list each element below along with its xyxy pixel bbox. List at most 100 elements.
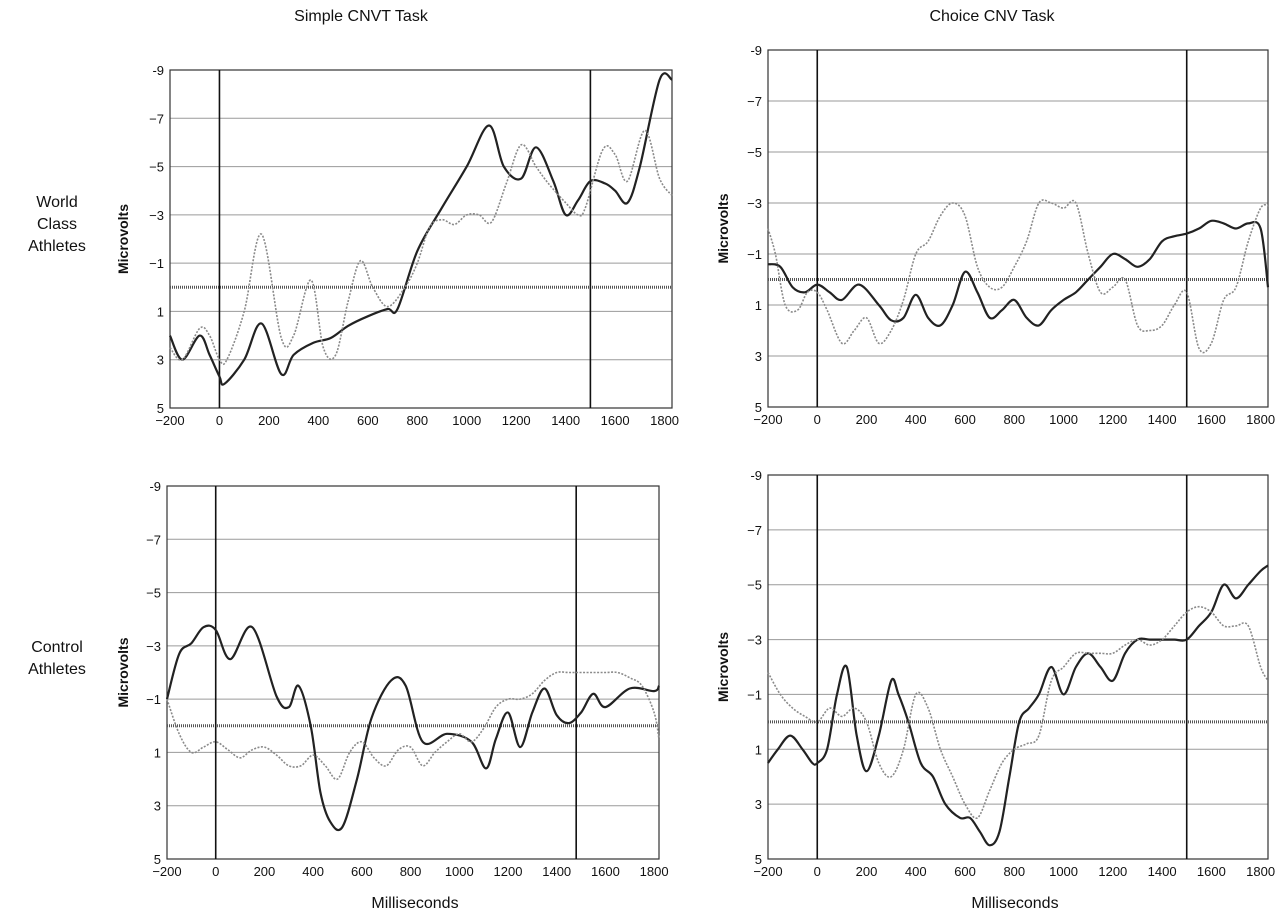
- x-tick-label: 1000: [1049, 864, 1078, 879]
- x-tick-label: 1600: [1197, 864, 1226, 879]
- y-axis-title: Microvolts: [115, 637, 131, 707]
- panel-2: -9 −7 −5 −3 −1 1 3 5−200 0 200 400 600 800 1000 1200 14…: [115, 479, 669, 879]
- y-tick-label: 5: [154, 852, 161, 867]
- row-label-line: Athletes: [28, 661, 86, 678]
- x-tick-label: 1400: [542, 864, 571, 879]
- row-label-line: Control: [31, 639, 83, 656]
- column-title-choice: Choice CNV Task: [929, 8, 1055, 25]
- y-tick-label: 3: [157, 353, 164, 368]
- x-tick-label: 800: [1003, 864, 1025, 879]
- y-tick-label: −5: [747, 145, 762, 160]
- x-tick-label: 800: [1003, 412, 1025, 427]
- x-tick-label: 1200: [502, 413, 531, 428]
- y-tick-label: -9: [149, 479, 161, 494]
- x-tick-label: 600: [357, 413, 379, 428]
- y-tick-label: 3: [755, 797, 762, 812]
- y-tick-label: −5: [747, 578, 762, 593]
- y-axis-title: Microvolts: [715, 632, 731, 702]
- y-tick-label: 3: [755, 349, 762, 364]
- x-tick-label: 600: [351, 864, 373, 879]
- x-tick-label: 0: [212, 864, 219, 879]
- series-line-dotted: [166, 671, 660, 781]
- x-tick-label: 400: [302, 864, 324, 879]
- y-tick-label: −3: [146, 639, 161, 654]
- y-tick-label: -9: [750, 43, 762, 58]
- row-label-line: Athletes: [28, 238, 86, 255]
- plot-frame: [767, 49, 1269, 408]
- y-tick-label: −7: [149, 111, 164, 126]
- x-tick-label: 600: [954, 864, 976, 879]
- x-tick-label: −200: [753, 412, 782, 427]
- x-tick-label: 200: [856, 864, 878, 879]
- y-tick-label: 5: [755, 400, 762, 415]
- x-tick-label: 1200: [494, 864, 523, 879]
- x-tick-label: 1400: [1148, 864, 1177, 879]
- series-line-dotted: [767, 605, 1269, 820]
- y-tick-label: 1: [157, 304, 164, 319]
- y-tick-label: −1: [747, 247, 762, 262]
- y-tick-label: −7: [747, 523, 762, 538]
- y-tick-label: −3: [747, 196, 762, 211]
- y-tick-label: 1: [755, 298, 762, 313]
- y-tick-label: 1: [755, 742, 762, 757]
- y-tick-label: −3: [747, 633, 762, 648]
- x-tick-label: 600: [954, 412, 976, 427]
- y-axis-title: Microvolts: [715, 193, 731, 263]
- column-title-simple: Simple CNVT Task: [294, 8, 428, 25]
- x-tick-label: 1600: [601, 413, 630, 428]
- x-tick-label: 800: [406, 413, 428, 428]
- plot-frame: [767, 474, 1269, 860]
- plot-frame: [166, 485, 660, 860]
- x-tick-label: 1000: [452, 413, 481, 428]
- panel-0: -9 −7 −5 −3 −1 1 3 5−200 0 200 400 600 800 1000 1200 14…: [115, 63, 679, 428]
- y-axis-title: Microvolts: [115, 204, 131, 274]
- y-tick-label: 1: [154, 745, 161, 760]
- x-tick-label: 1000: [445, 864, 474, 879]
- series-line-solid: [767, 564, 1269, 847]
- x-tick-label: 1600: [1197, 412, 1226, 427]
- series-line-dotted: [169, 129, 673, 366]
- row-label-line: World: [36, 194, 78, 211]
- y-tick-label: −5: [149, 160, 164, 175]
- row-label-world-class: World Class Athletes: [2, 192, 112, 258]
- x-tick-label: 400: [905, 412, 927, 427]
- x-tick-label: −200: [155, 413, 184, 428]
- x-axis-label-left: Milliseconds: [371, 895, 459, 912]
- x-tick-label: 200: [258, 413, 280, 428]
- x-tick-label: 800: [400, 864, 422, 879]
- panel-3: -9 −7 −5 −3 −1 1 3 5−200 0 200 400 600 800 1000 1200 14…: [715, 468, 1275, 879]
- plot-frame: [169, 69, 673, 409]
- x-tick-label: 1800: [640, 864, 669, 879]
- x-tick-label: 1400: [1148, 412, 1177, 427]
- y-tick-label: −3: [149, 208, 164, 223]
- x-tick-label: 1800: [1246, 412, 1275, 427]
- y-tick-label: −7: [747, 94, 762, 109]
- y-tick-label: 5: [755, 852, 762, 867]
- x-tick-label: 1800: [1246, 864, 1275, 879]
- row-label-line: Class: [36, 216, 77, 233]
- y-tick-label: −7: [146, 532, 161, 547]
- x-tick-label: 0: [814, 864, 821, 879]
- y-tick-label: −1: [146, 692, 161, 707]
- series-line-solid: [168, 72, 673, 386]
- x-tick-label: 1400: [551, 413, 580, 428]
- x-tick-label: 1200: [1098, 864, 1127, 879]
- series-line-dotted: [767, 199, 1269, 354]
- y-tick-label: -9: [750, 468, 762, 483]
- y-tick-label: 3: [154, 799, 161, 814]
- series-line-solid: [165, 624, 660, 832]
- x-tick-label: 0: [216, 413, 223, 428]
- x-tick-label: 400: [308, 413, 330, 428]
- x-tick-label: 1200: [1098, 412, 1127, 427]
- y-tick-label: −1: [747, 687, 762, 702]
- x-tick-label: 1000: [1049, 412, 1078, 427]
- x-tick-label: 200: [856, 412, 878, 427]
- y-tick-label: 5: [157, 401, 164, 416]
- x-tick-label: 0: [814, 412, 821, 427]
- x-tick-label: 1800: [650, 413, 679, 428]
- y-tick-label: −1: [149, 256, 164, 271]
- y-tick-label: -9: [152, 63, 164, 78]
- x-tick-label: −200: [152, 864, 181, 879]
